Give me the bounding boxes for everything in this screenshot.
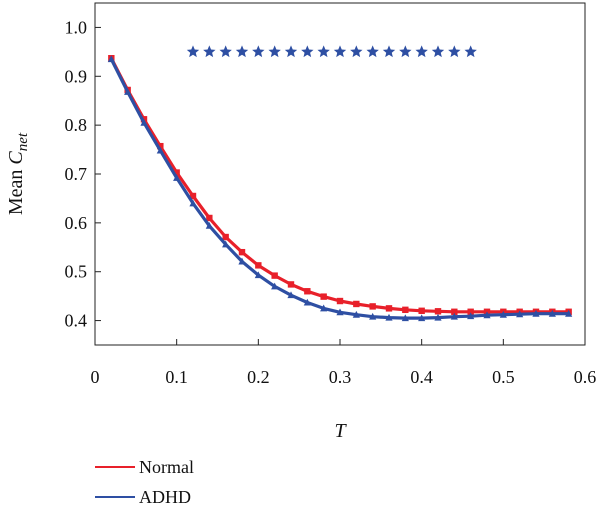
data-point-adhd xyxy=(140,118,148,126)
y-tick-label: 0.8 xyxy=(65,115,88,135)
significance-star xyxy=(219,45,232,58)
data-point-adhd xyxy=(238,257,246,265)
data-point-adhd xyxy=(287,291,295,299)
data-point-adhd xyxy=(401,314,409,322)
y-axis-label-prefix: Mean xyxy=(5,165,27,216)
significance-star xyxy=(186,45,200,58)
data-point-normal xyxy=(173,169,180,176)
data-point-normal xyxy=(287,281,295,288)
significance-star xyxy=(464,45,477,58)
data-point-adhd xyxy=(434,313,442,321)
y-axis: 0.4 0.5 0.6 0.7 0.8 0.9 1.0 xyxy=(65,17,101,331)
data-point-adhd xyxy=(450,312,458,320)
data-point-adhd xyxy=(548,309,556,317)
data-point-adhd xyxy=(303,298,311,306)
legend-label-normal: Normal xyxy=(139,457,194,477)
data-point-adhd xyxy=(173,174,181,181)
y-tick-label: 0.6 xyxy=(65,213,88,233)
x-tick-label: 0.4 xyxy=(410,367,433,387)
data-point-normal xyxy=(369,303,376,310)
significance-star xyxy=(235,45,249,58)
series-normal xyxy=(108,55,572,315)
data-point-normal xyxy=(222,233,229,241)
data-point-normal xyxy=(157,142,164,150)
x-tick-label: 0.5 xyxy=(492,367,515,387)
data-point-adhd xyxy=(467,312,475,320)
data-point-adhd xyxy=(124,88,132,95)
data-point-adhd xyxy=(499,310,507,318)
data-point-normal xyxy=(402,306,409,314)
data-point-normal xyxy=(271,272,278,279)
data-point-normal xyxy=(434,308,442,315)
data-point-adhd xyxy=(205,221,213,229)
data-point-normal xyxy=(385,305,393,312)
significance-star xyxy=(366,45,379,58)
significance-star xyxy=(415,45,428,58)
legend-label-adhd: ADHD xyxy=(139,487,191,507)
series-adhd xyxy=(107,55,573,322)
y-tick-label: 0.7 xyxy=(65,164,88,184)
y-tick-label: 0.4 xyxy=(65,311,88,331)
significance-star xyxy=(382,45,396,58)
data-point-normal xyxy=(255,262,262,269)
data-point-adhd xyxy=(107,55,115,63)
series-line-adhd xyxy=(109,58,569,320)
data-point-adhd xyxy=(320,304,328,312)
x-axis-label: T xyxy=(334,420,347,442)
y-tick-label: 1.0 xyxy=(65,17,88,37)
significance-star xyxy=(268,45,281,58)
data-point-adhd xyxy=(418,314,426,322)
y-axis-label: Mean Cnet xyxy=(5,132,31,215)
significance-star xyxy=(399,45,412,58)
data-point-adhd xyxy=(254,271,262,279)
x-tick-label: 0 xyxy=(91,367,100,387)
data-point-normal xyxy=(418,307,425,314)
data-point-normal xyxy=(451,308,458,315)
y-axis-label-sub: net xyxy=(15,132,31,151)
significance-star xyxy=(252,45,265,58)
data-point-adhd xyxy=(385,313,393,321)
significance-star xyxy=(317,45,330,58)
x-axis: 0 0.1 0.2 0.3 0.4 0.5 0.6 xyxy=(91,339,597,387)
x-tick-label: 0.2 xyxy=(247,367,270,387)
data-point-adhd xyxy=(565,309,573,317)
significance-star xyxy=(203,45,216,58)
significance-star xyxy=(350,45,363,58)
data-point-adhd xyxy=(271,282,279,290)
data-point-normal xyxy=(304,288,311,295)
significance-star xyxy=(301,45,314,58)
data-point-normal xyxy=(320,293,327,300)
significance-star xyxy=(431,45,445,58)
data-point-adhd xyxy=(189,199,197,207)
significance-markers xyxy=(186,45,477,58)
data-point-adhd xyxy=(532,309,540,317)
data-point-normal xyxy=(238,248,246,256)
x-tick-label: 0.3 xyxy=(329,367,352,387)
data-point-adhd xyxy=(336,308,344,316)
x-tick-label: 0.1 xyxy=(165,367,188,387)
y-tick-label: 0.9 xyxy=(65,66,88,86)
data-point-adhd xyxy=(483,311,491,319)
data-point-adhd xyxy=(352,310,360,318)
x-tick-label: 0.6 xyxy=(574,367,597,387)
series-layer xyxy=(107,55,573,322)
data-point-adhd xyxy=(369,312,377,320)
significance-star xyxy=(284,45,298,58)
data-point-adhd xyxy=(516,310,524,318)
data-point-normal xyxy=(189,192,197,200)
y-axis-label-main: C xyxy=(5,151,27,165)
data-point-normal xyxy=(336,297,344,305)
data-point-adhd xyxy=(156,146,164,154)
data-point-normal xyxy=(206,214,213,222)
data-point-normal xyxy=(353,300,360,308)
significance-star xyxy=(448,45,461,58)
legend: Normal ADHD xyxy=(95,457,194,507)
significance-star xyxy=(333,45,347,58)
data-point-adhd xyxy=(222,240,230,248)
y-tick-label: 0.5 xyxy=(65,262,88,282)
data-point-normal xyxy=(467,308,474,315)
